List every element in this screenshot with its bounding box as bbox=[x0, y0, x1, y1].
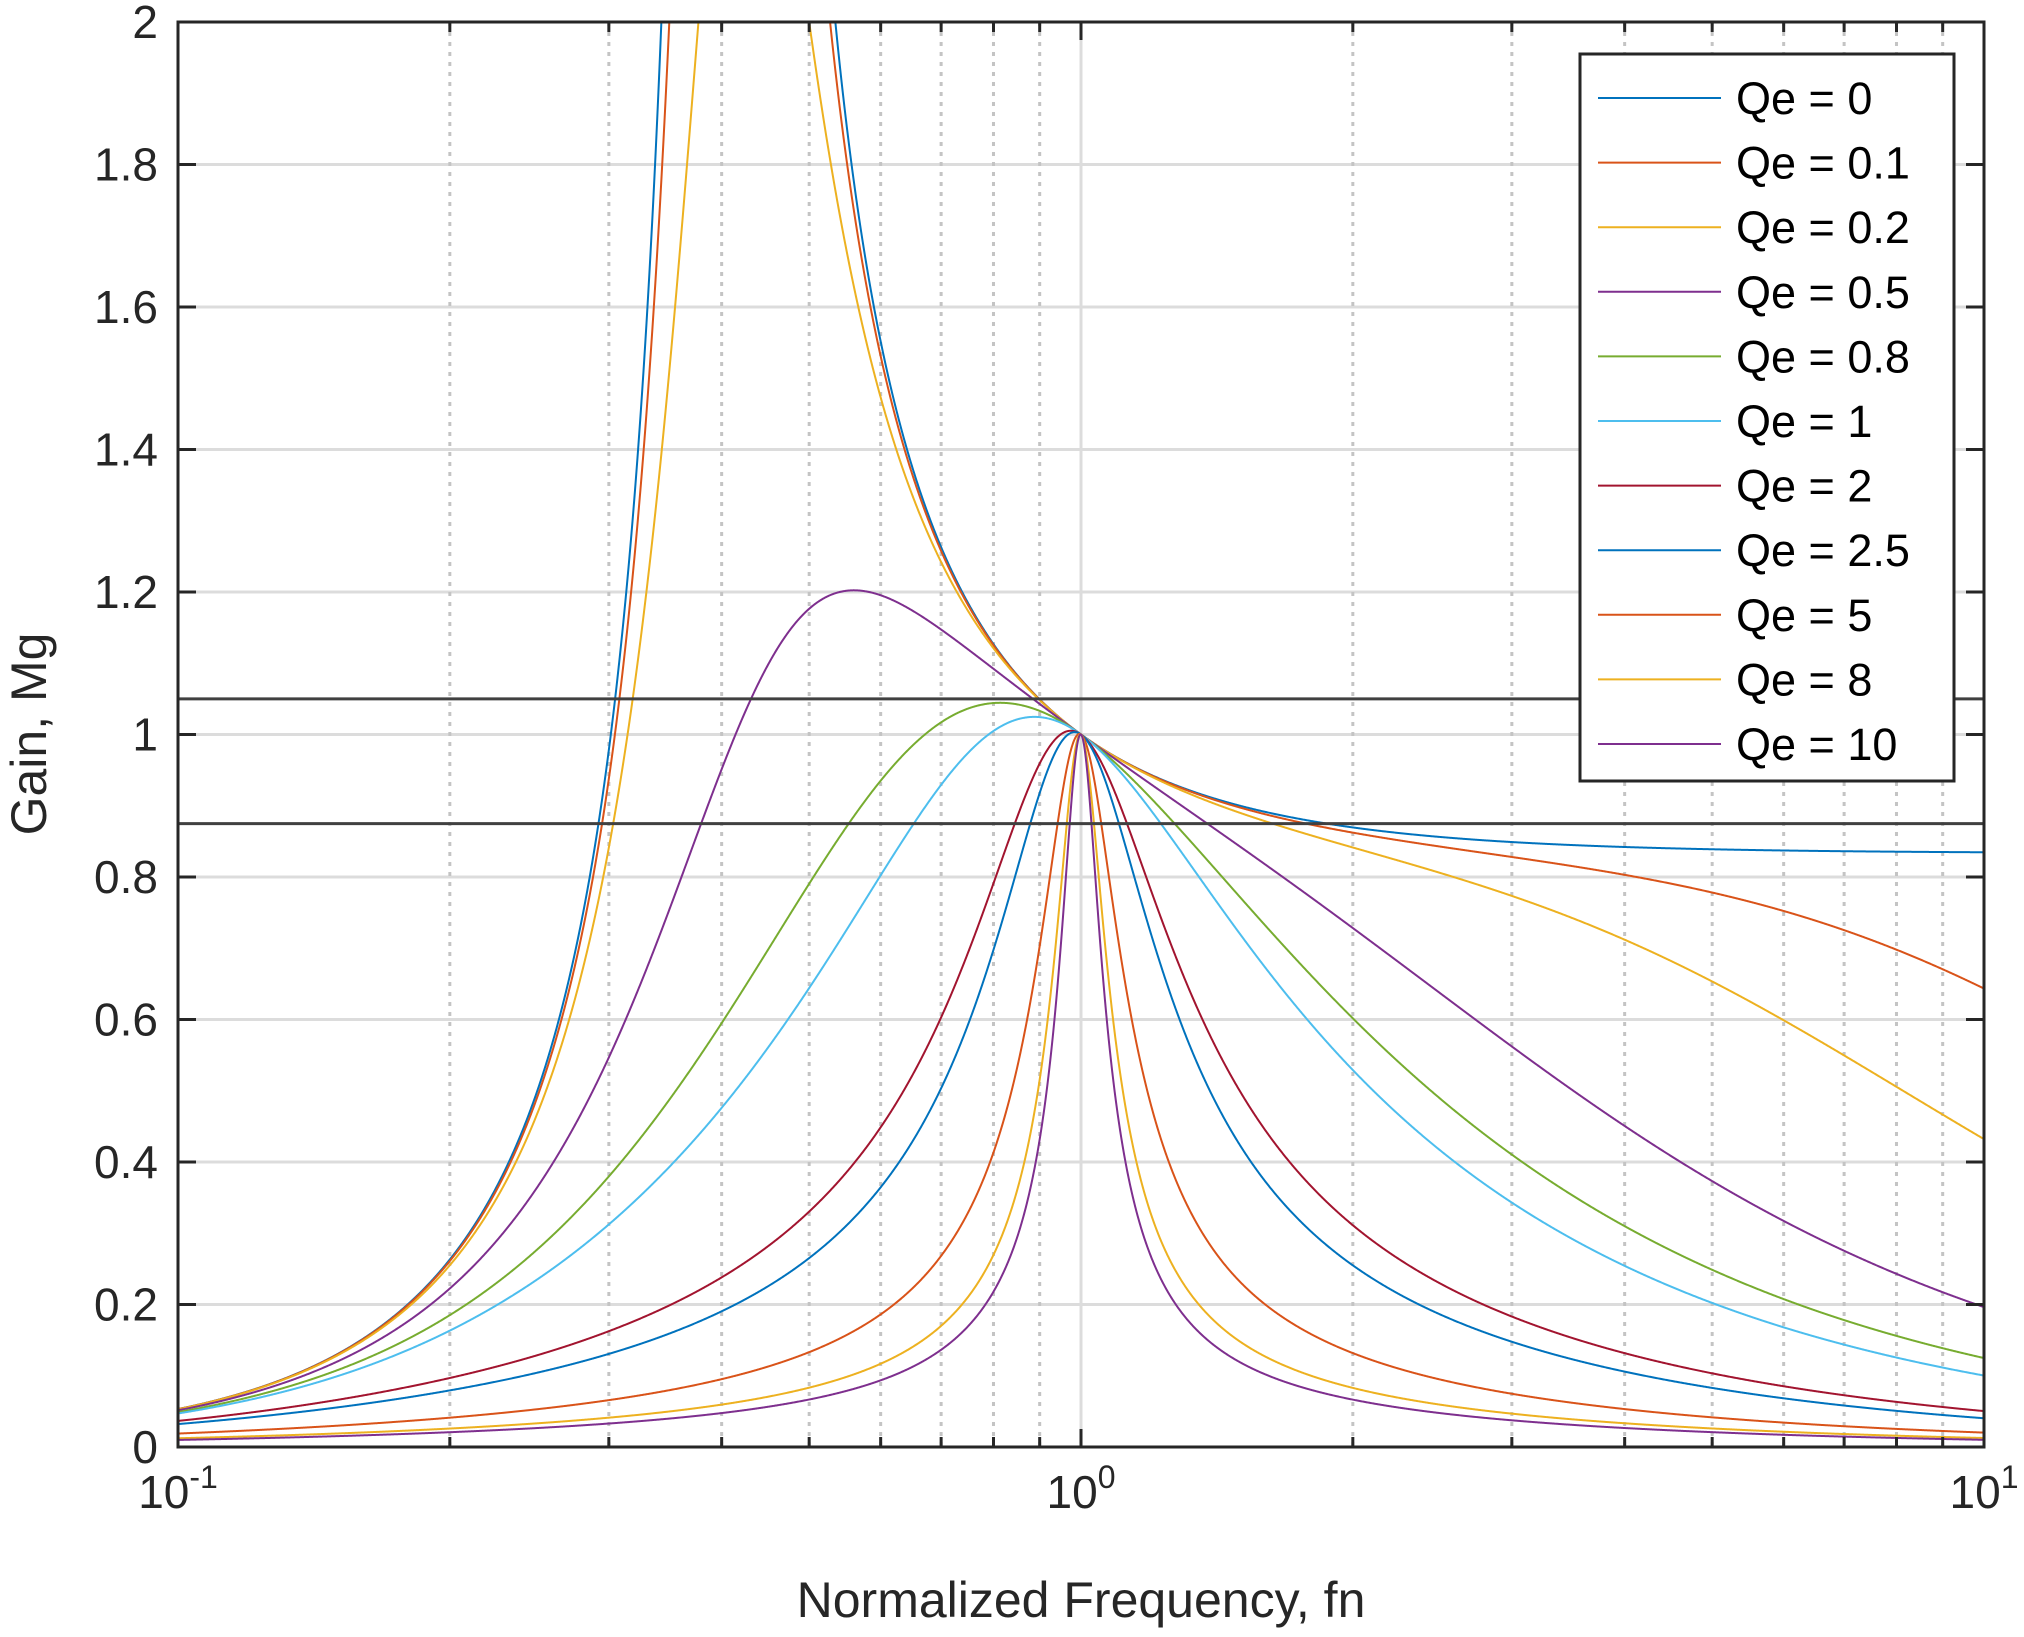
x-tick-label-exponent: 0 bbox=[1098, 1459, 1116, 1495]
legend-label: Qe = 0.1 bbox=[1736, 138, 1910, 189]
legend-label: Qe = 1 bbox=[1736, 396, 1872, 447]
x-tick-label-base: 10 bbox=[138, 1466, 189, 1518]
legend-box bbox=[1578, 52, 1956, 783]
y-tick-label: 1.8 bbox=[94, 139, 158, 191]
y-tick-labels: 0 0.2 0.4 0.6 0.8 1 1.2 1.4 1.6 1.8 2 bbox=[94, 0, 158, 1473]
y-axis-label: Gain, Mg bbox=[1, 633, 57, 836]
legend-label: Qe = 0.5 bbox=[1736, 267, 1910, 318]
y-tick-label: 0.2 bbox=[94, 1279, 158, 1331]
x-tick-label-base: 10 bbox=[1950, 1466, 2001, 1518]
y-tick-label: 1.2 bbox=[94, 566, 158, 618]
plot-frame bbox=[176, 20, 1986, 1449]
x-tick-label-exponent: 1 bbox=[2001, 1459, 2019, 1495]
x-tick-label-exponent: -1 bbox=[189, 1459, 217, 1495]
x-tick-label: 100 bbox=[1047, 1459, 1116, 1518]
y-tick-label: 0.4 bbox=[94, 1136, 158, 1188]
legend-label: Qe = 0 bbox=[1736, 73, 1872, 124]
y-tick-label: 1.6 bbox=[94, 281, 158, 333]
y-tick-label: 1.4 bbox=[94, 424, 158, 476]
y-tick-label: 0.6 bbox=[94, 994, 158, 1046]
y-tick-label: 2 bbox=[132, 0, 158, 48]
y-tick-label: 0.8 bbox=[94, 851, 158, 903]
legend-label: Qe = 8 bbox=[1736, 654, 1872, 705]
legend-label: Qe = 5 bbox=[1736, 590, 1872, 641]
y-tick-label: 1 bbox=[132, 709, 158, 761]
legend-label: Qe = 10 bbox=[1736, 719, 1897, 770]
y-tick-label: 0 bbox=[132, 1421, 158, 1473]
legend-label: Qe = 2.5 bbox=[1736, 525, 1910, 576]
legend-label: Qe = 0.8 bbox=[1736, 331, 1910, 382]
x-tick-label: 10-1 bbox=[138, 1459, 218, 1518]
series-line-10 bbox=[178, 733, 1984, 1441]
x-axis-label: Normalized Frequency, fn bbox=[797, 1572, 1366, 1628]
legend-label: Qe = 0.2 bbox=[1736, 202, 1910, 253]
x-tick-label-base: 10 bbox=[1047, 1466, 1098, 1518]
legend-label: Qe = 2 bbox=[1736, 461, 1872, 512]
x-tick-label: 101 bbox=[1950, 1459, 2019, 1518]
legend: Qe = 0 Qe = 0.1 Qe = 0.2 Qe = 0.5 Qe = 0.8 Qe… bbox=[1578, 52, 1956, 783]
curves bbox=[178, 22, 1984, 1441]
x-tick-labels: 10-1 100 101 bbox=[138, 1459, 2018, 1518]
